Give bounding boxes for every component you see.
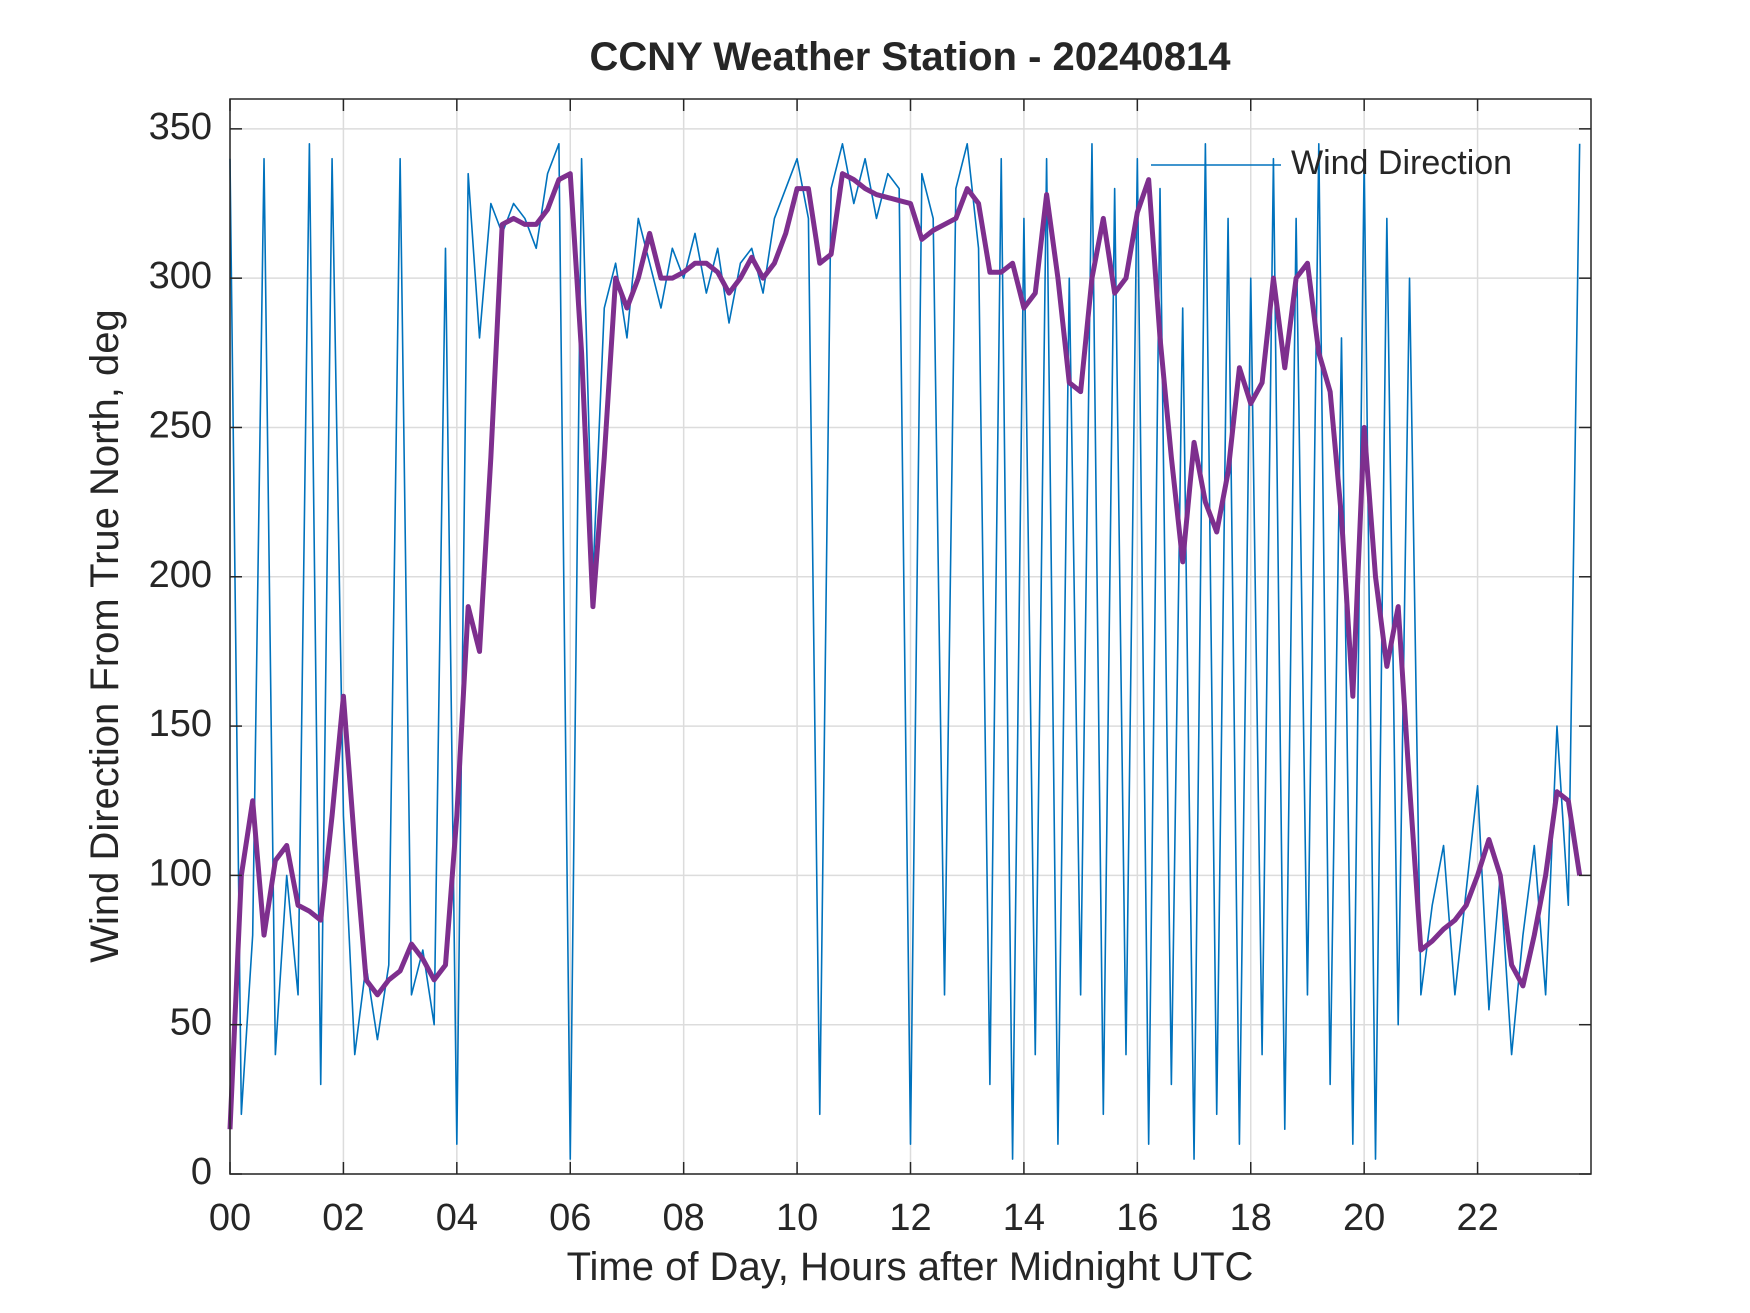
y-tick-label: 100 [149, 852, 212, 894]
y-tick-label: 50 [170, 1002, 212, 1044]
y-axis-label: Wind Direction From True North, deg [83, 309, 127, 963]
chart-title: CCNY Weather Station - 20240814 [590, 35, 1232, 79]
x-tick-label: 12 [889, 1197, 931, 1239]
y-tick-label: 350 [149, 106, 212, 148]
x-tick-label: 18 [1230, 1197, 1272, 1239]
x-axis-label: Time of Day, Hours after Midnight UTC [567, 1245, 1254, 1289]
x-tick-label: 20 [1343, 1197, 1385, 1239]
series-line [229, 142, 1581, 1160]
x-tick-label: 02 [322, 1197, 364, 1239]
plot-lines [227, 142, 1583, 1160]
x-tick-label: 14 [1003, 1197, 1045, 1239]
y-tick-label: 250 [149, 405, 212, 447]
x-tick-label: 04 [436, 1197, 478, 1239]
x-tick-label: 06 [549, 1197, 591, 1239]
legend-label: Wind Direction [1291, 144, 1512, 182]
y-tick-label: 300 [149, 255, 212, 297]
y-tick-label: 0 [191, 1151, 212, 1193]
grid [229, 99, 1591, 1175]
ticks: 0 50 100 150 200 250 300 350 00 02 04 06 08 10 12 14 16 1… [149, 99, 1591, 1239]
x-tick-label: 22 [1456, 1197, 1498, 1239]
legend: Wind Direction [1151, 144, 1512, 182]
series-line [227, 171, 1583, 1130]
y-tick-label: 200 [149, 554, 212, 596]
x-tick-label: 08 [663, 1197, 705, 1239]
x-tick-label: 16 [1116, 1197, 1158, 1239]
x-tick-label: 10 [776, 1197, 818, 1239]
y-tick-label: 150 [149, 703, 212, 745]
x-tick-label: 00 [209, 1197, 251, 1239]
